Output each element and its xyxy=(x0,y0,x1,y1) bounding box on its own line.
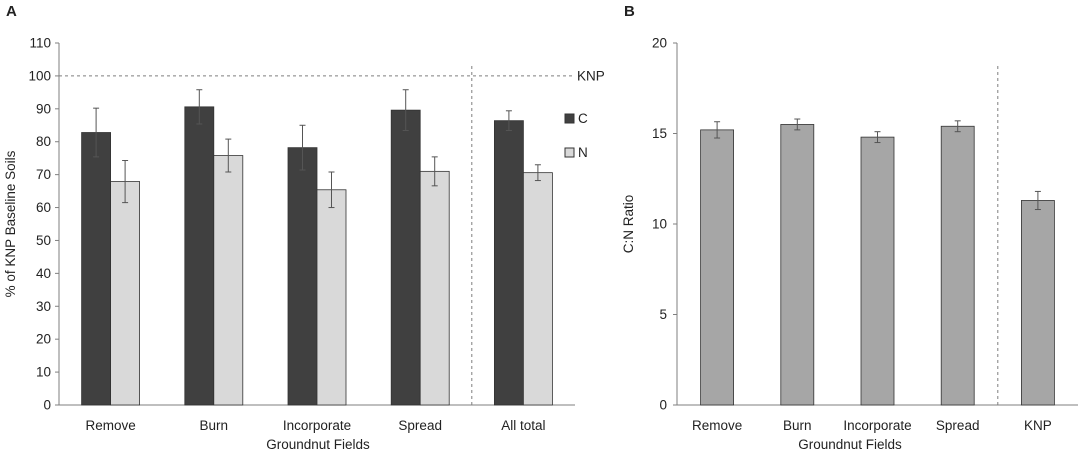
bar-cn-ratio-remove xyxy=(700,129,734,406)
panel-b-y-tick-label: 10 xyxy=(652,217,667,232)
panel-a-x-tick-label: Remove xyxy=(85,418,135,433)
panel-a-x-axis-label: Groundnut Fields xyxy=(266,437,370,452)
bar-c-all-total xyxy=(493,120,524,406)
bar-c-spread xyxy=(390,109,421,406)
bar-n-burn xyxy=(213,155,244,406)
knp-reference-label: KNP xyxy=(577,68,605,83)
error-bar-cn-ratio-burn xyxy=(794,118,801,131)
panel-a-x-tick-label: All total xyxy=(501,418,545,433)
panel-a-y-tick-label: 20 xyxy=(36,332,51,347)
error-bar-c-remove xyxy=(93,107,100,158)
panel-a-y-tick-label: 100 xyxy=(28,68,51,83)
error-bar-n-incorporate xyxy=(328,171,335,209)
bar-cn-ratio-spread xyxy=(940,125,975,406)
panel-a-x-tick-label: Incorporate xyxy=(283,418,351,433)
panel-a-y-tick-label: 80 xyxy=(36,134,51,149)
panel-b-x-tick-label: Incorporate xyxy=(843,418,911,433)
panel-a-y-tick-label: 90 xyxy=(36,101,51,116)
panel-b-label: B xyxy=(624,3,635,20)
bar-c-incorporate xyxy=(287,147,318,406)
bar-n-remove xyxy=(110,181,140,406)
panel-a-y-tick-label: 40 xyxy=(36,266,51,281)
panel-a: A % of KNP Baseline Soils Groundnut Fiel… xyxy=(3,3,605,452)
error-bar-c-burn xyxy=(196,89,203,125)
panel-a-y-axis-label: % of KNP Baseline Soils xyxy=(3,150,18,297)
error-bar-n-spread xyxy=(431,156,438,187)
panel-a-y-tick-label: 70 xyxy=(36,167,51,182)
panel-a-y-tick-label: 30 xyxy=(36,299,51,314)
panel-b-y-tick-label: 15 xyxy=(652,126,667,141)
error-bar-cn-ratio-remove xyxy=(714,121,721,139)
panel-b-y-tick-label: 20 xyxy=(652,36,667,51)
error-bar-n-all-total xyxy=(534,164,541,182)
error-bar-cn-ratio-incorporate xyxy=(874,131,881,144)
error-bar-n-burn xyxy=(225,138,232,173)
legend-n-label: N xyxy=(578,145,588,160)
panel-b: B C:N Ratio Groundnut Fields 0 5 10 15 20 Re… xyxy=(621,3,1078,452)
bar-c-burn xyxy=(184,106,215,406)
panel-b-x-tick-label: Burn xyxy=(783,418,812,433)
panel-a-y-tick-label: 50 xyxy=(36,233,51,248)
panel-b-y-tick-label: 5 xyxy=(659,307,667,322)
error-bar-cn-ratio-knp xyxy=(1034,190,1041,211)
bar-n-incorporate xyxy=(316,189,347,406)
panel-b-x-axis-label: Groundnut Fields xyxy=(798,437,902,452)
panel-a-y-tick-label: 0 xyxy=(43,398,51,413)
panel-a-x-tick-label: Burn xyxy=(200,418,229,433)
bar-cn-ratio-incorporate xyxy=(860,136,895,406)
bar-c-remove xyxy=(81,132,111,406)
panel-a-y-tick-label: 10 xyxy=(36,365,51,380)
bar-cn-ratio-knp xyxy=(1021,200,1055,406)
panel-b-x-tick-label: Spread xyxy=(936,418,980,433)
panel-a-x-tick-label: Spread xyxy=(398,418,442,433)
error-bar-cn-ratio-spread xyxy=(954,120,961,133)
panel-a-legend: C N xyxy=(564,111,588,160)
panel-b-x-tick-label: Remove xyxy=(692,418,742,433)
panel-b-y-axis-label: C:N Ratio xyxy=(621,195,636,254)
error-bar-n-remove xyxy=(122,159,129,204)
legend-c-swatch xyxy=(564,113,575,124)
error-bar-c-spread xyxy=(402,89,409,132)
bar-n-all-total xyxy=(523,172,553,406)
panel-a-y-tick-label: 110 xyxy=(29,36,51,51)
panel-b-y-tick-label: 0 xyxy=(659,398,667,413)
bar-cn-ratio-burn xyxy=(780,124,815,406)
panel-a-y-tick-label: 60 xyxy=(36,200,51,215)
panel-a-label: A xyxy=(6,3,17,20)
legend-n-swatch xyxy=(564,147,575,158)
error-bar-c-incorporate xyxy=(299,124,306,171)
bar-n-spread xyxy=(419,170,450,406)
panel-b-x-tick-label: KNP xyxy=(1024,418,1052,433)
error-bar-c-all-total xyxy=(505,110,512,132)
legend-c-label: C xyxy=(578,111,588,126)
